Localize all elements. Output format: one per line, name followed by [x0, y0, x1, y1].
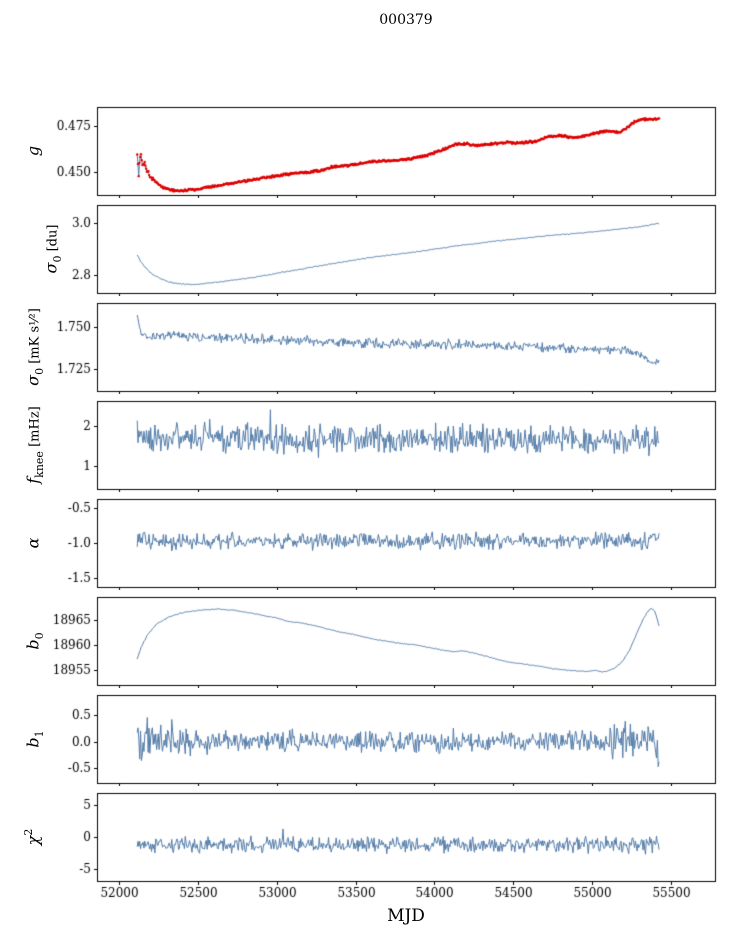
subplot-b0: b0 — [0, 594, 729, 688]
plot-canvas-g — [0, 104, 729, 198]
subplot-sigma0-du: σ0 [du] — [0, 202, 729, 296]
subplot-alpha: α — [0, 496, 729, 590]
y-axis-label-b0: b0 — [23, 632, 46, 650]
subplot-b1: b1 — [0, 692, 729, 786]
figure-title: 000379 — [379, 12, 433, 28]
plot-canvas-b1 — [0, 692, 729, 786]
subplot-fknee: fknee [mHz] — [0, 398, 729, 492]
x-axis-label: MJD — [387, 906, 425, 926]
y-axis-label-fknee: fknee [mHz] — [23, 406, 46, 484]
plot-canvas-b0 — [0, 594, 729, 688]
y-axis-label-sigma0-mk: σ0 [mK s¹⁄²] — [23, 308, 46, 386]
subplot-chi2: χ2 — [0, 790, 729, 904]
plot-canvas-fknee — [0, 398, 729, 492]
y-axis-label-b1: b1 — [23, 730, 46, 748]
plot-canvas-alpha — [0, 496, 729, 590]
plot-canvas-sigma0-mk — [0, 300, 729, 394]
subplot-g: g — [0, 104, 729, 198]
y-axis-label-alpha: α — [23, 537, 43, 549]
plot-canvas-chi2 — [0, 790, 729, 904]
y-axis-label-g: g — [23, 145, 43, 157]
y-axis-label-sigma0-du: σ0 [du] — [41, 224, 64, 274]
subplot-sigma0-mk: σ0 [mK s¹⁄²] — [0, 300, 729, 394]
y-axis-label-chi2: χ2 — [22, 828, 43, 846]
plot-canvas-sigma0-du — [0, 202, 729, 296]
subplot-stack: g σ0 [du] σ0 [mK s¹⁄²] fknee [mHz] α b0 … — [0, 104, 729, 904]
